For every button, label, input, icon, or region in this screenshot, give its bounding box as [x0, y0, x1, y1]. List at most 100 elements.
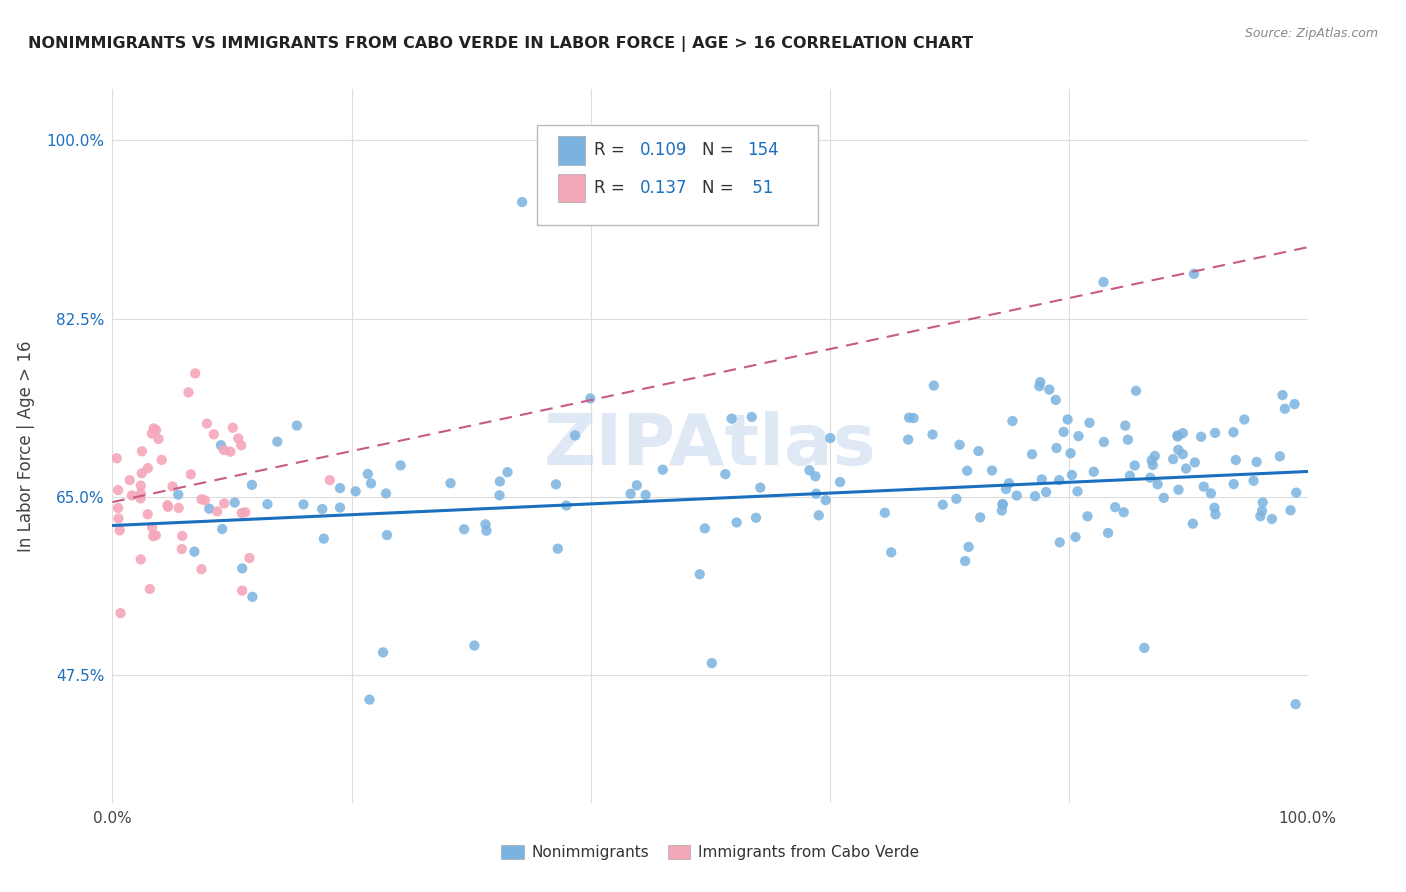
Point: [1204, 500, 1226, 515]
Point: [1199, 486, 1222, 500]
Point: [1171, 426, 1194, 441]
Point: [1184, 455, 1206, 469]
Point: [389, 458, 412, 473]
Point: [953, 554, 976, 568]
Point: [231, 438, 253, 452]
Point: [212, 443, 235, 458]
Point: [205, 504, 228, 518]
Point: [172, 529, 194, 543]
Point: [233, 505, 256, 519]
Point: [994, 482, 1017, 496]
Point: [136, 508, 159, 522]
Point: [921, 427, 943, 442]
Point: [1181, 516, 1204, 531]
Point: [105, 451, 128, 466]
Point: [1192, 480, 1215, 494]
Point: [932, 498, 955, 512]
Point: [439, 476, 461, 491]
Point: [991, 498, 1014, 512]
Point: [1038, 383, 1060, 397]
Point: [830, 475, 852, 489]
Point: [1066, 484, 1088, 499]
Point: [1166, 428, 1188, 442]
Point: [956, 464, 979, 478]
Point: [725, 516, 748, 530]
Point: [544, 477, 567, 491]
Point: [319, 473, 342, 487]
Point: [814, 493, 837, 508]
Text: NONIMMIGRANTS VS IMMIGRANTS FROM CABO VERDE IN LABOR FORCE | AGE > 16 CORRELATIO: NONIMMIGRANTS VS IMMIGRANTS FROM CABO VE…: [28, 36, 973, 52]
Point: [359, 692, 381, 706]
Point: [157, 500, 180, 514]
Point: [804, 469, 827, 483]
Point: [463, 639, 485, 653]
Point: [224, 495, 246, 509]
Point: [1140, 453, 1163, 467]
Legend: Nonimmigrants, Immigrants from Cabo Verde: Nonimmigrants, Immigrants from Cabo Verd…: [495, 839, 925, 866]
Point: [620, 487, 643, 501]
Point: [634, 488, 657, 502]
Point: [804, 487, 827, 501]
Point: [1001, 414, 1024, 428]
Point: [1056, 412, 1078, 426]
Point: [148, 432, 170, 446]
Point: [256, 497, 278, 511]
Point: [183, 544, 205, 558]
Point: [1097, 525, 1119, 540]
Point: [1112, 505, 1135, 519]
Point: [1284, 697, 1306, 711]
Point: [1225, 453, 1247, 467]
Point: [1153, 491, 1175, 505]
Point: [1035, 485, 1057, 500]
Point: [745, 510, 768, 524]
Point: [131, 444, 153, 458]
Point: [1274, 401, 1296, 416]
Point: [1251, 495, 1274, 509]
Point: [489, 475, 512, 489]
Point: [626, 478, 648, 492]
Point: [209, 438, 232, 452]
Point: [967, 444, 990, 458]
Point: [579, 392, 602, 406]
Point: [799, 463, 821, 477]
Point: [1143, 449, 1166, 463]
Point: [141, 426, 163, 441]
Text: ZIPAtlas: ZIPAtlas: [544, 411, 876, 481]
Point: [1279, 503, 1302, 517]
Point: [1114, 418, 1136, 433]
Point: [1243, 474, 1265, 488]
Point: [948, 438, 970, 452]
Point: [129, 478, 152, 492]
Point: [129, 486, 152, 500]
Point: [1116, 433, 1139, 447]
Point: [1024, 489, 1046, 503]
Point: [360, 476, 382, 491]
Point: [240, 478, 263, 492]
Point: [897, 433, 920, 447]
Point: [1175, 461, 1198, 475]
Point: [475, 524, 498, 538]
Text: N =: N =: [702, 141, 738, 160]
Point: [998, 476, 1021, 491]
FancyBboxPatch shape: [558, 136, 585, 164]
Point: [1261, 512, 1284, 526]
Point: [170, 542, 193, 557]
Point: [150, 453, 173, 467]
Point: [1119, 468, 1142, 483]
Point: [344, 484, 367, 499]
Point: [1029, 375, 1052, 389]
Point: [693, 521, 716, 535]
Point: [375, 486, 398, 500]
Point: [991, 503, 1014, 517]
Point: [162, 479, 184, 493]
Point: [136, 461, 159, 475]
Point: [547, 541, 569, 556]
FancyBboxPatch shape: [537, 125, 818, 225]
Point: [1123, 458, 1146, 473]
Point: [510, 195, 533, 210]
Point: [198, 501, 221, 516]
Point: [1133, 640, 1156, 655]
Point: [1268, 450, 1291, 464]
Point: [1249, 509, 1271, 524]
Point: [1052, 425, 1074, 439]
